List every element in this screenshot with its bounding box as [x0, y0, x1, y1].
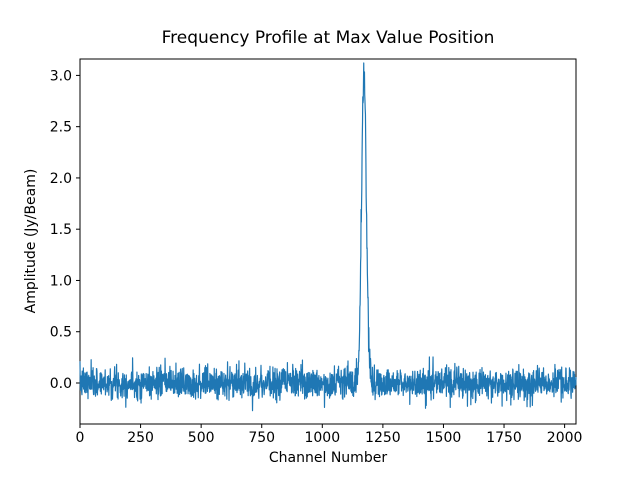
y-tick-label: 0.0	[50, 376, 72, 392]
x-axis-label: Channel Number	[268, 450, 388, 466]
x-tick-label: 2000	[547, 430, 583, 446]
x-axis-ticks: 0 250 500 750 1000 1250 1500 1750 2000	[76, 424, 583, 446]
x-tick-label: 0	[76, 430, 85, 446]
x-tick-label: 500	[188, 430, 215, 446]
x-tick-label: 750	[248, 430, 275, 446]
y-tick-label: 1.0	[50, 273, 72, 289]
chart-title: Frequency Profile at Max Value Position	[161, 28, 495, 48]
y-axis-label: Amplitude (Jy/Beam)	[23, 168, 39, 314]
x-tick-label: 1500	[426, 430, 462, 446]
y-tick-label: 2.0	[50, 171, 72, 187]
x-tick-label: 1000	[304, 430, 340, 446]
x-tick-label: 250	[127, 430, 154, 446]
y-tick-label: 0.5	[50, 325, 72, 341]
y-tick-label: 2.5	[50, 120, 72, 136]
x-tick-label: 1250	[365, 430, 401, 446]
x-tick-label: 1750	[486, 430, 522, 446]
data-line	[79, 62, 577, 412]
axes-frame	[79, 58, 577, 425]
y-tick-label: 3.0	[50, 68, 72, 84]
y-axis-ticks: 0.0 0.5 1.0 1.5 2.0 2.5 3.0	[50, 68, 80, 392]
y-tick-label: 1.5	[50, 222, 72, 238]
